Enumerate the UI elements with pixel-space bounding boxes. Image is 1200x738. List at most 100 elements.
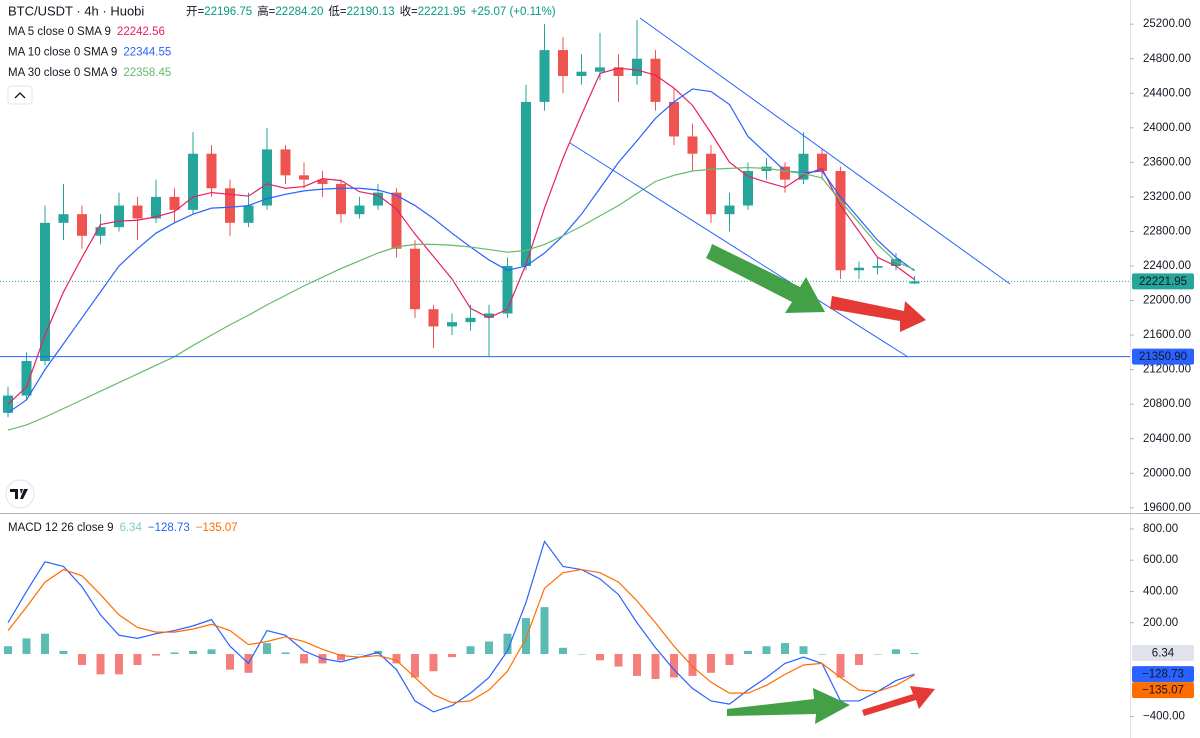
y-tick-label: 400.00 [1143,586,1178,598]
channel-lower [569,142,909,358]
ma-legend: MA 10 close 0 SMA 9 22344.55 [8,47,171,59]
histogram-bar [559,647,567,655]
candle-body [225,188,235,223]
histogram-bar [725,654,734,665]
ma-legend: MA 5 close 0 SMA 9 22242.56 [8,26,165,38]
y-tick-label: 24800.00 [1143,53,1191,65]
candle-body [724,205,735,215]
y-tick-label: 24400.00 [1143,87,1191,99]
histogram-bar [818,654,826,655]
histogram-bar [4,646,12,655]
y-tick-label: 800.00 [1143,523,1178,535]
candle-body [58,214,69,223]
candle-body [280,149,291,176]
histogram-bar [688,654,697,676]
red-arrow [830,296,926,332]
ma-line [7,88,915,414]
candle-body [373,192,383,206]
ma-line [7,67,915,405]
legend-text: 22242.56 [117,26,165,38]
y-tick-label: 22800.00 [1143,225,1191,237]
macd-value-label-bg [1132,682,1194,699]
candle-body [317,179,328,184]
candle-body [780,166,790,180]
legend-text: MA 30 close 0 SMA 9 [8,67,117,79]
legend-text: −135.07 [196,522,238,534]
logo-circle [5,479,35,509]
collapse-button[interactable] [7,85,33,105]
macd-legend: MACD 12 26 close 9 6.34 −128.73 −135.07 [8,522,238,534]
collapse-button-box[interactable] [7,85,33,105]
histogram-bar [133,654,142,665]
histogram-bar [762,646,771,655]
y-tick-label: 22000.00 [1143,295,1191,307]
histogram-bar [485,641,493,655]
histogram-bar [799,646,808,655]
histogram-bar [503,633,512,655]
histogram-bar [207,649,216,655]
candle-body [410,248,420,310]
histogram-bar [522,618,530,655]
macd-value-label: 6.34 [1152,648,1175,660]
histogram-bar [892,649,900,655]
ohlc-legend: 开=22196.75 高=22284.20 低=22190.13 收=22221.95… [186,4,556,18]
histogram-bar [836,654,845,678]
histogram-bar [41,633,49,655]
candle-body [354,205,365,215]
legend-text: 6.34 [119,522,142,534]
y-tick-label: −400.00 [1143,711,1185,723]
red-arrow-macd [862,686,935,716]
hline-label: 21350.90 [1139,351,1187,363]
green-arrow-macd [727,688,850,724]
candle-body [447,322,457,327]
histogram-bar [189,650,197,655]
candle-body [650,58,661,102]
candle-body [872,266,883,268]
ma-line [7,166,915,431]
candle-body [632,58,642,76]
annotations [569,17,1011,724]
candle-body [206,153,217,189]
legend-text: 22221.95 [418,6,466,18]
legend-text: 低= [328,5,346,18]
histogram-bar [910,653,919,655]
histogram-bar [337,654,345,661]
candle-body [299,175,309,180]
candle-body [687,136,698,154]
legend-text: 高= [257,4,275,18]
symbol: BTC/USDT · 4h · Huobi [8,3,144,18]
candle-body [798,153,809,180]
macd-value-label-bg [1132,645,1194,662]
candle-body [576,71,587,76]
histogram-bar [226,654,234,670]
tv-logo[interactable] [5,479,35,509]
candle-body [743,171,753,206]
y-tick-label: 21200.00 [1143,364,1191,376]
candle-body [114,205,124,228]
legend-text: 22190.13 [347,6,395,18]
legend-text: 22284.20 [275,6,323,18]
histogram-bar [59,650,68,655]
histogram-bar [78,654,86,665]
legend-text: −128.73 [148,522,190,534]
y-tick-label: 600.00 [1143,554,1178,566]
y-tick-label: 20400.00 [1143,433,1191,445]
candle-body [151,196,161,219]
candle-body [595,67,605,72]
last-price-label: 22221.95 [1139,276,1187,288]
candle-body [391,192,402,249]
y-tick-label: 25200.00 [1143,18,1191,30]
histogram-bar [614,654,623,667]
y-tick-label: 24000.00 [1143,122,1191,134]
histogram-bar [300,654,308,664]
histogram-bar [466,646,475,655]
histogram-bar [170,652,179,655]
histogram-bar [96,654,105,675]
y-tick-label: 20000.00 [1143,467,1191,479]
histogram-bar [411,654,419,678]
candle-body [484,313,494,318]
histogram-bar [577,654,586,655]
legend-text: MA 10 close 0 SMA 9 [8,47,117,59]
